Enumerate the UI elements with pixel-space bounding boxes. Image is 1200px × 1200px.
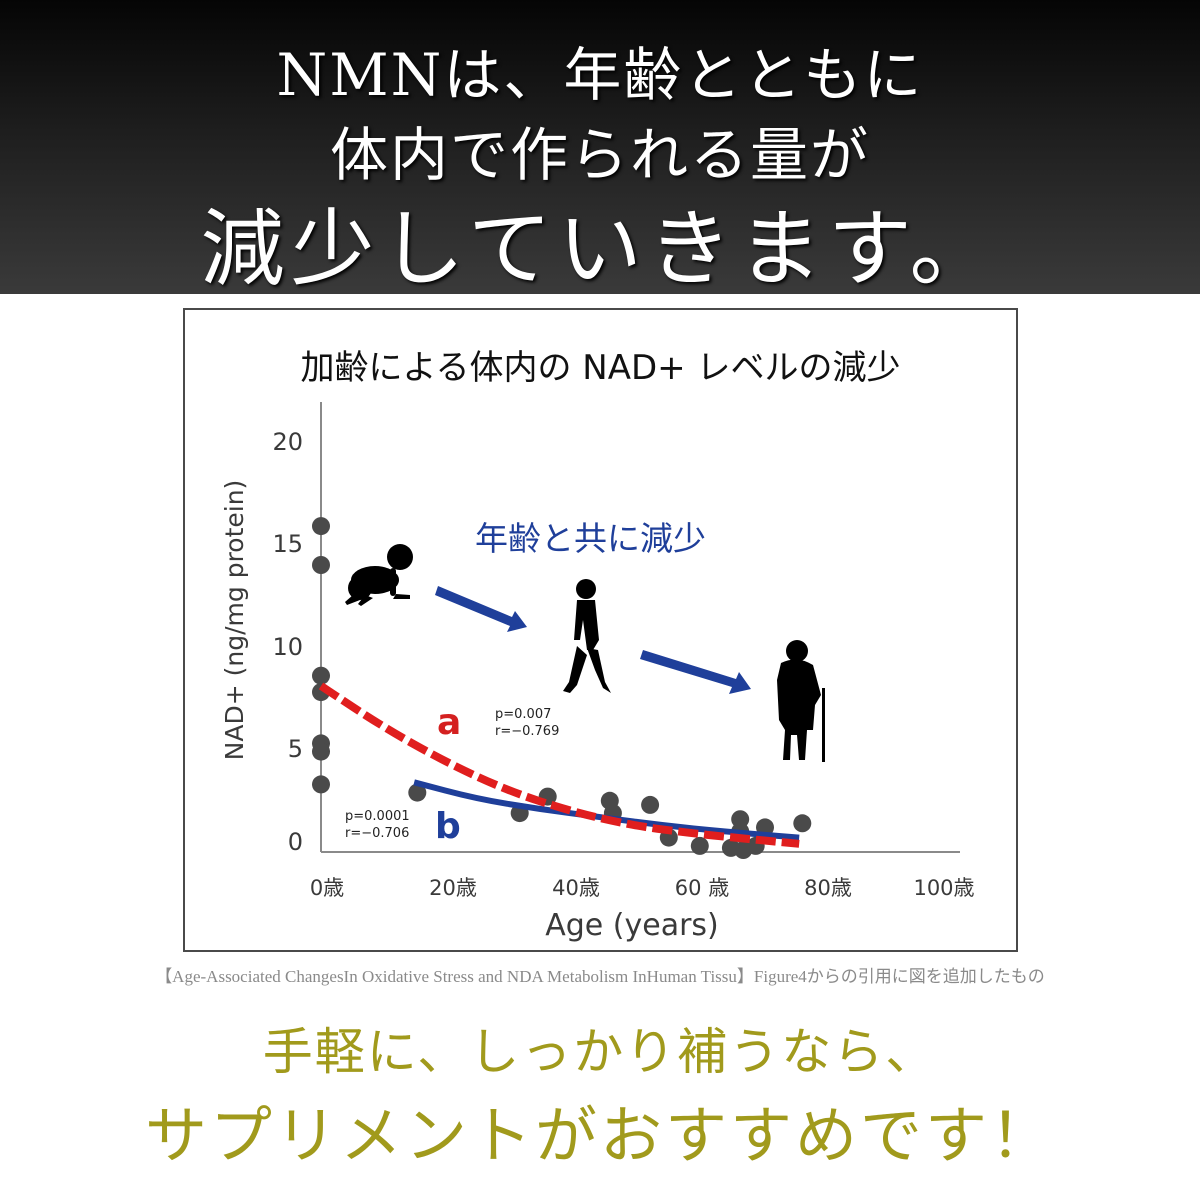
hero-headline-line2: 体内で作られる量が — [329, 121, 870, 189]
x-axis-title: Age (years) — [545, 908, 719, 943]
data-point — [641, 795, 660, 814]
y-axis-title: NAD+ (ng/mg protein) — [220, 480, 249, 761]
y-tick: 10 — [272, 633, 303, 661]
hero-headline-line1: NMNは、年齢とともに — [276, 41, 924, 109]
series-a-r-value: r=−0.769 — [495, 724, 559, 739]
series-a-p-value: p=0.007 — [495, 707, 551, 722]
y-tick: 5 — [288, 735, 303, 763]
series-a-label: a — [437, 702, 461, 743]
y-tick: 15 — [272, 530, 303, 558]
data-point — [731, 810, 750, 829]
data-point — [312, 556, 330, 574]
hero-headline-line3: 減少していきます。 — [200, 200, 1000, 298]
data-point — [408, 783, 427, 802]
figure-caption: 【Age-Associated ChangesIn Oxidative Stre… — [155, 967, 1045, 986]
series-b-r-value: r=−0.706 — [345, 826, 409, 841]
series-b-label: b — [435, 806, 461, 847]
fit-line-a — [318, 682, 800, 848]
elderly-with-cane-icon — [777, 640, 825, 762]
arrow-right-down-icon — [435, 586, 751, 694]
x-tick: 40歳 — [552, 876, 600, 900]
y-tick: 0 — [288, 828, 303, 856]
x-tick: 100歳 — [913, 876, 974, 900]
chart-title: 加齢による体内の NAD+ レベルの減少 — [300, 348, 901, 388]
cta-line1: 手軽に、しっかり補うなら、 — [262, 1023, 938, 1081]
x-tick: 20歳 — [429, 876, 477, 900]
scatter-plot: 20 15 10 5 0 NAD+ (ng/mg protein) 0歳 20歳… — [220, 402, 975, 943]
data-point — [793, 814, 812, 833]
data-point — [312, 775, 330, 794]
data-point — [312, 517, 330, 536]
baby-crawling-icon — [345, 544, 413, 606]
x-tick-labels: 0歳 20歳 40歳 60 歳 80歳 100歳 — [310, 876, 975, 900]
walking-adult-icon — [563, 579, 611, 693]
data-point — [312, 666, 330, 685]
hero-banner: NMNは、年齢とともに 体内で作られる量が 減少していきます。 — [0, 0, 1200, 298]
cta-line2: サプリメントがおすすめです！ — [144, 1099, 1055, 1172]
trend-annotation: 年齢と共に減少 — [475, 519, 706, 558]
data-point — [690, 836, 709, 855]
x-tick: 80歳 — [804, 876, 852, 900]
series-b-p-value: p=0.0001 — [345, 809, 410, 824]
data-point — [312, 742, 330, 761]
y-tick-labels: 20 15 10 5 0 — [272, 428, 303, 856]
y-tick: 20 — [272, 428, 303, 456]
x-tick: 0歳 — [310, 876, 344, 900]
chart-frame: 加齢による体内の NAD+ レベルの減少 20 15 10 5 0 NAD+ (… — [183, 308, 1018, 952]
x-tick: 60 歳 — [675, 876, 729, 900]
